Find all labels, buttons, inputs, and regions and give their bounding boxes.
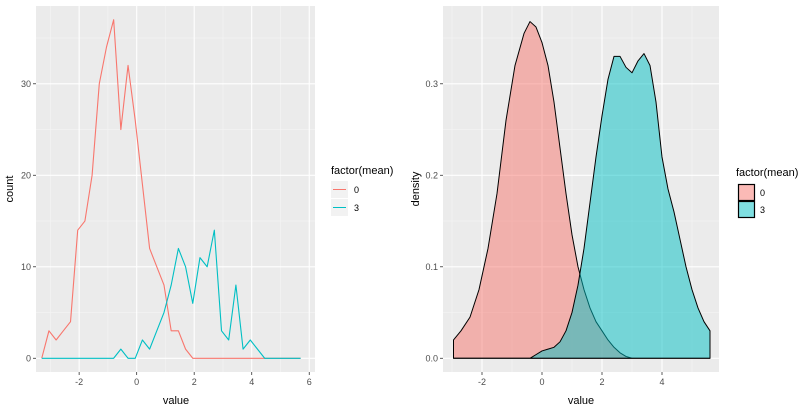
legend: factor(mean) 0 3 — [736, 167, 798, 219]
x-tick-label: 2 — [192, 377, 197, 387]
y-axis: 0.0 0.1 0.2 0.3 — [425, 79, 443, 363]
x-tick-label: 4 — [249, 377, 254, 387]
legend-label-3: 3 — [354, 203, 359, 213]
legend-title: factor(mean) — [736, 167, 798, 179]
x-tick-label: 6 — [307, 377, 312, 387]
x-tick-label: -2 — [75, 377, 83, 387]
y-axis: 0 10 20 30 — [21, 79, 36, 363]
legend-swatch-0 — [737, 183, 756, 202]
legend-label-0: 0 — [760, 188, 765, 198]
x-tick-label: 0 — [134, 377, 139, 387]
x-tick-label: 4 — [659, 377, 664, 387]
y-tick-label: 0.2 — [425, 170, 438, 180]
series-line-0 — [41, 19, 301, 359]
series-lines — [41, 19, 301, 359]
y-tick-label: 0.0 — [425, 353, 438, 363]
y-tick-label: 10 — [21, 262, 31, 272]
y-axis-title: density — [410, 171, 422, 206]
density-area-3 — [453, 53, 711, 359]
y-axis-title: count — [4, 176, 16, 203]
x-axis-title: value — [568, 395, 594, 407]
x-tick-label: -2 — [478, 377, 486, 387]
y-tick-label: 0.1 — [425, 262, 438, 272]
legend-label-0: 0 — [354, 185, 359, 195]
x-tick-label: 2 — [599, 377, 604, 387]
x-axis: -2 0 2 4 6 — [75, 372, 312, 387]
plot-panel-background — [36, 6, 315, 372]
legend: factor(mean) 0 3 — [331, 165, 393, 216]
x-axis-title: value — [163, 395, 189, 407]
y-tick-label: 0.3 — [425, 79, 438, 89]
legend-label-3: 3 — [760, 205, 765, 215]
legend-swatch-3 — [737, 200, 756, 219]
series-line-3 — [41, 229, 301, 359]
y-tick-label: 20 — [21, 170, 31, 180]
y-tick-label: 30 — [21, 79, 31, 89]
x-axis: -2 0 2 4 — [478, 372, 665, 387]
density-area-chart: -2 0 2 4 0.0 0.1 0.2 0.3 value density factor(… — [410, 6, 798, 407]
density-areas — [453, 21, 711, 359]
legend-title: factor(mean) — [331, 165, 393, 177]
x-tick-label: 0 — [539, 377, 544, 387]
y-tick-label: 0 — [26, 353, 31, 363]
minor-gridlines — [36, 6, 315, 372]
